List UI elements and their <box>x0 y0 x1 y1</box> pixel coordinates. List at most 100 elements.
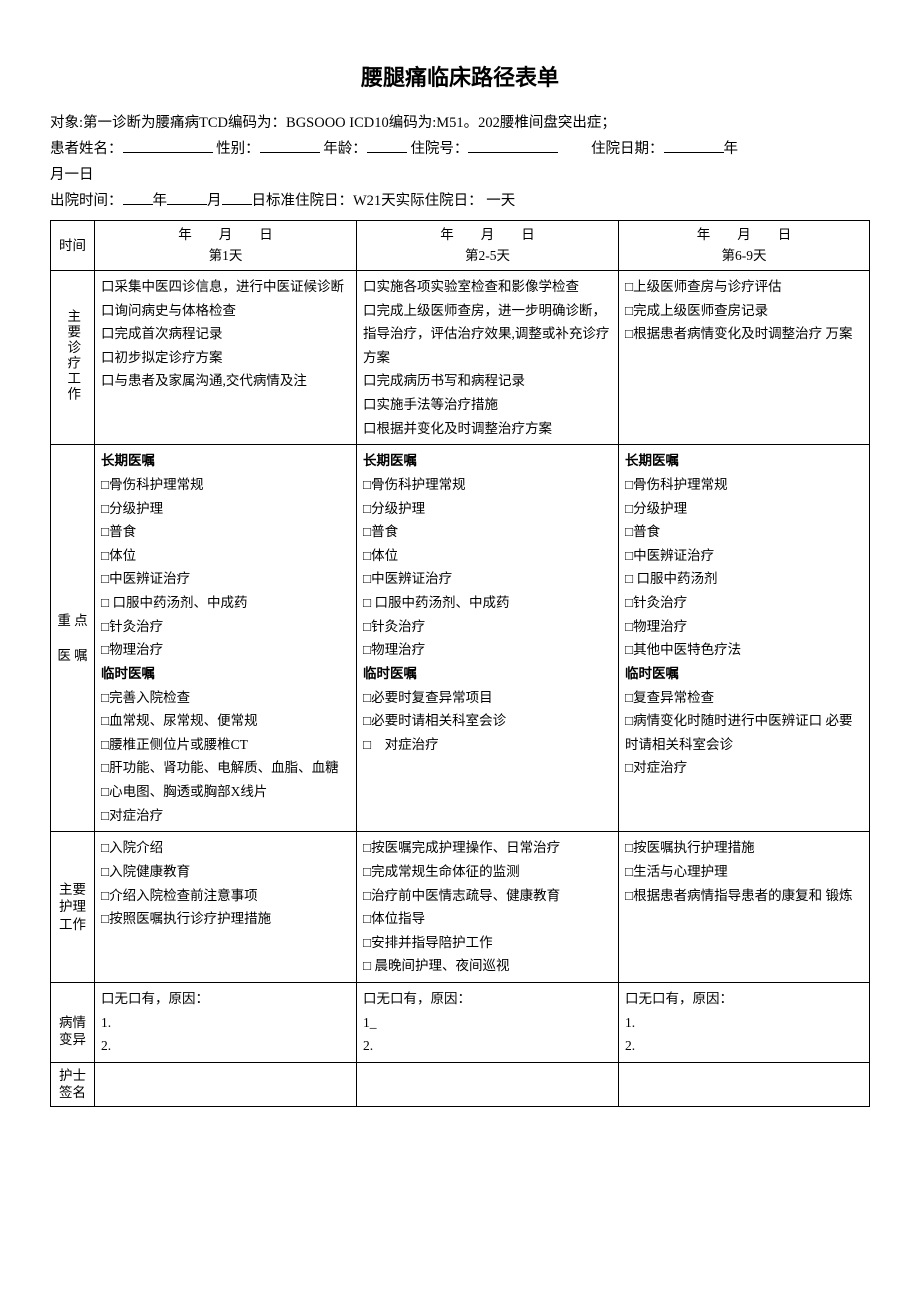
orders-c1-long: □骨伤科护理常规□分级护理□普食□体位□中医辨证治疗□ 口服中药汤剂、中成药□针… <box>101 473 350 662</box>
list-item: □腰椎正侧位片或腰椎CT <box>101 733 350 757</box>
admission-no-field[interactable] <box>468 137 558 153</box>
nursing-c3: □按医嘱执行护理措施□生活与心理护理□根据患者病情指导患者的康复和 锻炼 <box>619 832 870 983</box>
list-item: □ 口服中药汤剂 <box>625 567 863 591</box>
variance-c2: 口无口有，原因：1_2. <box>357 983 619 1063</box>
nurse-sign-c2[interactable] <box>357 1062 619 1106</box>
list-item: 口初步拟定诊疗方案 <box>101 346 350 370</box>
list-item: □生活与心理护理 <box>625 860 863 884</box>
year-unit: 年 <box>724 141 739 157</box>
list-item: □肝功能、肾功能、电解质、血脂、血糖 <box>101 756 350 780</box>
variance-c3: 口无口有，原因：1.2. <box>619 983 870 1063</box>
list-item: □ 对症治疗 <box>363 733 612 757</box>
nurse-sign-row: 护士 签名 <box>51 1062 870 1106</box>
col3-header: 年 月 日 第6-9天 <box>619 221 870 271</box>
month-day-line: 月一日 <box>50 162 870 188</box>
discharge-label: 出院时间： <box>50 193 123 209</box>
discharge-month-field[interactable] <box>167 189 207 205</box>
long-orders-title-1: 长期医嘱 <box>101 453 155 468</box>
list-item: □复查异常检查 <box>625 686 863 710</box>
list-item: □ 晨晚间护理、夜间巡视 <box>363 954 612 978</box>
age-field[interactable] <box>367 137 407 153</box>
temp-orders-title-1: 临时医嘱 <box>101 666 155 681</box>
nurse-sign-c3[interactable] <box>619 1062 870 1106</box>
list-item: □分级护理 <box>363 497 612 521</box>
age-label: 年龄： <box>323 141 367 157</box>
orders-c3-long: □骨伤科护理常规□分级护理□普食□中医辨证治疗□ 口服中药汤剂□针灸治疗□物理治… <box>625 473 863 662</box>
list-item: □骨伤科护理常规 <box>625 473 863 497</box>
subject-line: 对象:第一诊断为腰痛病TCD编码为：BGSOOO ICD10编码为:M51。20… <box>50 110 870 136</box>
temp-orders-title-2: 临时医嘱 <box>363 666 417 681</box>
list-item: □病情变化时随时进行中医辨证口 必要时请相关科室会诊 <box>625 709 863 756</box>
list-item: □ 口服中药汤剂、中成药 <box>101 591 350 615</box>
orders-label-1: 重 点 <box>57 613 87 628</box>
list-item: □物理治疗 <box>101 638 350 662</box>
col2-day: 第2-5天 <box>465 248 510 263</box>
list-item: □治疗前中医情志疏导、健康教育 <box>363 884 612 908</box>
admission-year-field[interactable] <box>664 137 724 153</box>
list-item: □按医嘱执行护理措施 <box>625 836 863 860</box>
orders-c1: 长期医嘱 □骨伤科护理常规□分级护理□普食□体位□中医辨证治疗□ 口服中药汤剂、… <box>95 445 357 832</box>
col1-header: 年 月 日 第1天 <box>95 221 357 271</box>
discharge-day-field[interactable] <box>222 189 252 205</box>
list-item: 2. <box>625 1034 863 1058</box>
discharge-year-field[interactable] <box>123 189 153 205</box>
nursing-label-3: 工作 <box>59 917 86 932</box>
nurse-sign-c1[interactable] <box>95 1062 357 1106</box>
list-item: 口实施各项实验室检查和影像学检查 <box>363 275 612 299</box>
admission-no-label: 住院号： <box>410 141 468 157</box>
nursing-row: 主要 护理 工作 □入院介绍□入院健康教育□介绍入院检查前注意事项□按照医嘱执行… <box>51 832 870 983</box>
main-work-label: 主要诊疗工作 <box>51 270 95 444</box>
nurse-sign-label-1: 护士 <box>59 1068 86 1083</box>
orders-c1-temp: □完善入院检查□血常规、尿常规、便常规□腰椎正侧位片或腰椎CT□肝功能、肾功能、… <box>101 686 350 828</box>
list-item: □入院健康教育 <box>101 860 350 884</box>
list-item: 2. <box>101 1034 350 1058</box>
list-item: 口实施手法等治疗措施 <box>363 393 612 417</box>
page-title: 腰腿痛临床路径表单 <box>50 60 870 92</box>
col2-header: 年 月 日 第2-5天 <box>357 221 619 271</box>
col1-date: 年 月 日 <box>178 227 273 242</box>
list-item: 口无口有，原因： <box>363 987 612 1011</box>
list-item: □完善入院检查 <box>101 686 350 710</box>
list-item: □体位 <box>101 544 350 568</box>
list-item: 口采集中医四诊信息，进行中医证候诊断 <box>101 275 350 299</box>
list-item: □对症治疗 <box>101 804 350 828</box>
list-item: □对症治疗 <box>625 756 863 780</box>
long-orders-title-3: 长期医嘱 <box>625 453 679 468</box>
list-item: □完成上级医师查房记录 <box>625 299 863 323</box>
list-item: 1. <box>101 1011 350 1035</box>
variance-label-1: 病情 <box>59 1015 86 1030</box>
long-orders-title-2: 长期医嘱 <box>363 453 417 468</box>
orders-label-2: 医 嘱 <box>57 648 87 663</box>
variance-label-2: 变异 <box>59 1032 86 1047</box>
list-item: □上级医师查房与诊疗评估 <box>625 275 863 299</box>
list-item: □ 口服中药汤剂、中成药 <box>363 591 612 615</box>
y2: 年 <box>153 193 168 209</box>
sex-field[interactable] <box>260 137 320 153</box>
std-days: 日标准住院日：W21天实际住院日： 一天 <box>252 193 516 209</box>
list-item: 口完成上级医师查房，进一步明确诊断，指导治疗，评估治疗效果,调整或补充诊疗方案 <box>363 299 612 370</box>
orders-c2-temp: □必要时复查异常项目□必要时请相关科室会诊□ 对症治疗 <box>363 686 612 757</box>
nursing-c2: □按医嘱完成护理操作、日常治疗□完成常规生命体征的监测□治疗前中医情志疏导、健康… <box>357 832 619 983</box>
variance-row: 病情 变异 口无口有，原因：1.2. 口无口有，原因：1_2. 口无口有，原因：… <box>51 983 870 1063</box>
patient-name-field[interactable] <box>123 137 213 153</box>
pathway-table: 时间 年 月 日 第1天 年 月 日 第2-5天 年 月 日 第6-9天 主要诊… <box>50 220 870 1107</box>
m2: 月 <box>207 193 222 209</box>
discharge-line: 出院时间： 年 月 日标准住院日：W21天实际住院日： 一天 <box>50 188 870 214</box>
list-item: □普食 <box>625 520 863 544</box>
list-item: □骨伤科护理常规 <box>101 473 350 497</box>
orders-label: 重 点 医 嘱 <box>51 445 95 832</box>
list-item: 1_ <box>363 1011 612 1035</box>
main-work-c3: □上级医师查房与诊疗评估□完成上级医师查房记录□根据患者病情变化及时调整治疗 万… <box>619 270 870 444</box>
list-item: □骨伤科护理常规 <box>363 473 612 497</box>
list-item: 1. <box>625 1011 863 1035</box>
list-item: 口与患者及家属沟通,交代病情及注 <box>101 369 350 393</box>
list-item: □心电图、胸透或胸部X线片 <box>101 780 350 804</box>
admission-date-label: 住院日期： <box>591 141 664 157</box>
list-item: □根据患者病情指导患者的康复和 锻炼 <box>625 884 863 908</box>
nurse-sign-label: 护士 签名 <box>51 1062 95 1106</box>
list-item: □按医嘱完成护理操作、日常治疗 <box>363 836 612 860</box>
col3-day: 第6-9天 <box>722 248 767 263</box>
list-item: □体位指导 <box>363 907 612 931</box>
list-item: □安排并指导陪护工作 <box>363 931 612 955</box>
list-item: 口无口有，原因： <box>625 987 863 1011</box>
